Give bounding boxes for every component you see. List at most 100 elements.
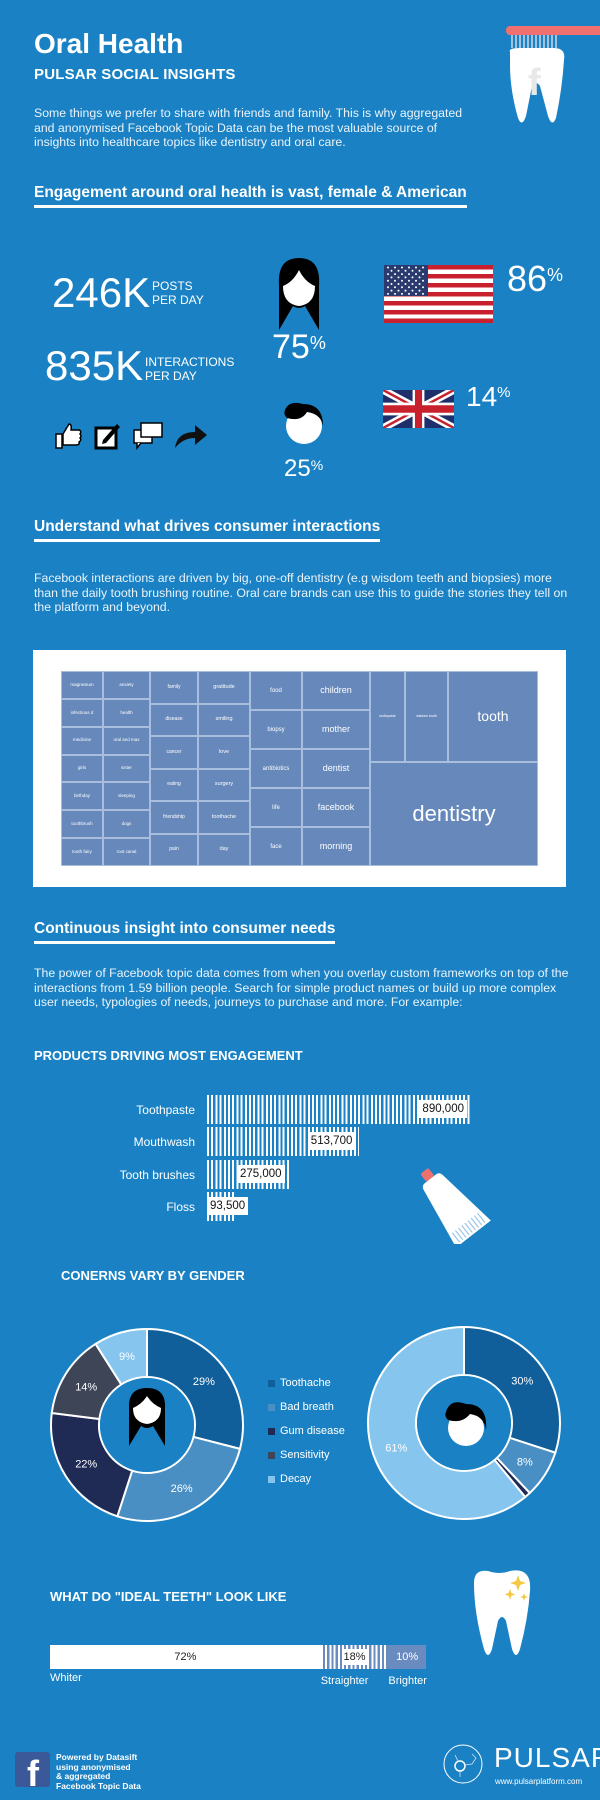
us-flag-icon: [384, 265, 493, 323]
treemap-cells: magnesium infectious d medicine girls birthd…: [61, 671, 538, 866]
treemap-cell: tooth: [448, 671, 538, 762]
uk-percent-value: 14: [466, 381, 498, 412]
donut-value-label: 29%: [193, 1376, 215, 1388]
powered-line-4: Facebook Topic Data: [56, 1780, 141, 1791]
bar-value-label: 275,000: [236, 1165, 285, 1183]
interactions-label-2: PER DAY: [145, 369, 197, 383]
product-bar: 890,000: [207, 1095, 471, 1124]
drivers-text: Facebook interactions are driven by big,…: [34, 571, 568, 615]
section-heading-engagement: Engagement around oral health is vast, f…: [34, 184, 467, 208]
legend-item: Gum disease: [268, 1425, 345, 1437]
treemap-cell: biopsy: [250, 710, 302, 749]
treemap-cell: mother: [302, 710, 370, 749]
donut-slice-decay: [94, 1327, 148, 1386]
powered-line-1: Powered by Datasift: [56, 1752, 138, 1762]
page-subtitle: PULSAR SOCIAL INSIGHTS: [34, 66, 236, 83]
section-heading-needs: Continuous insight into consumer needs: [34, 920, 336, 944]
pulsar-logo-icon: [443, 1744, 483, 1784]
female-icon: [278, 258, 320, 330]
legend-label: Decay: [280, 1473, 312, 1485]
posts-label: POSTS PER DAY: [152, 279, 204, 307]
segment-value-label: 18%: [341, 1649, 368, 1665]
bar-category-label: Floss: [166, 1200, 195, 1214]
male-percent-value: 25: [284, 455, 311, 482]
treemap-cell: root canal: [103, 838, 150, 866]
comment-icon: [133, 422, 163, 450]
donut-value-label: 26%: [171, 1483, 193, 1495]
like-icon: [55, 423, 82, 449]
treemap-cell: toothbrush: [61, 810, 103, 839]
treemap-cell: facebook: [302, 788, 370, 827]
share-icon: [175, 425, 207, 448]
product-bar: 513,700: [207, 1127, 360, 1156]
male-icon: [284, 402, 323, 444]
donut-value-label: 30%: [511, 1376, 533, 1388]
bar-value-label: 513,700: [307, 1132, 356, 1150]
treemap-cell: morning: [302, 827, 370, 866]
interactions-label-1: INTERACTIONS: [145, 355, 235, 369]
edit-icon: [94, 424, 120, 450]
facebook-logo-icon: f: [15, 1752, 50, 1787]
bar-value-label: 890,000: [419, 1100, 467, 1118]
posts-label-2: PER DAY: [152, 293, 204, 307]
legend-label: Bad breath: [280, 1401, 334, 1413]
tooth-brush-icon: f: [506, 26, 600, 123]
pulsar-url[interactable]: www.pulsarplatform.com: [495, 1777, 583, 1786]
segment-value-label: 72%: [174, 1651, 197, 1663]
ideal-category-label: Brighter: [388, 1675, 427, 1687]
legend-swatch: [268, 1451, 275, 1459]
donut-value-label: 61%: [385, 1442, 407, 1454]
us-percent: 86%: [507, 261, 564, 297]
donut-slice-toothache: [463, 1325, 561, 1454]
treemap-cell: smiling: [198, 703, 250, 736]
posts-label-1: POSTS: [152, 279, 193, 293]
donut-slice-gum-disease: [50, 1411, 134, 1518]
treemap-cell: birthday: [61, 782, 103, 811]
treemap-cell: wisdom tooth: [405, 671, 448, 762]
ideal-segment-brighter: 10%: [388, 1645, 426, 1669]
female-percent: 75%: [272, 330, 326, 364]
posts-value: 246K: [52, 269, 151, 316]
legend-swatch: [268, 1379, 275, 1387]
male-percent: 25%: [284, 452, 323, 486]
us-percent-value: 86: [507, 258, 548, 299]
donut-value-label: 14%: [75, 1381, 97, 1393]
treemap-cell: cancer: [150, 736, 198, 769]
treemap-cell: health: [103, 698, 150, 727]
svg-text:f: f: [528, 62, 541, 104]
ideal-segment-straighter: 18%: [320, 1645, 389, 1669]
concerns-donut-charts: 29% 26% 22% 14% 9% 30% 8% 61%: [50, 1325, 561, 1522]
bar-category-label: Mouthwash: [133, 1135, 195, 1149]
treemap-cell: girls: [61, 754, 103, 783]
page-title: Oral Health: [34, 28, 184, 59]
treemap-cell: toothache: [198, 801, 250, 834]
donut-slice-bad-breath: [116, 1435, 242, 1522]
uk-percent-unit: %: [497, 384, 511, 401]
topic-treemap: magnesium infectious d medicine girls birthd…: [33, 650, 566, 887]
donut-value-label: 8%: [517, 1457, 533, 1469]
treemap-cell: children: [302, 671, 370, 710]
donut-slice-toothache: [146, 1327, 244, 1451]
pulsar-brand: PULSAR: [494, 1742, 600, 1773]
treemap-cell: disease: [150, 703, 198, 736]
donut-value-label: 9%: [119, 1351, 135, 1363]
us-percent-unit: %: [547, 265, 564, 285]
treemap-cell: eating: [150, 768, 198, 801]
female-percent-value: 75: [272, 328, 310, 366]
treemap-cell: food: [250, 671, 302, 710]
needs-text: The power of Facebook topic data comes f…: [34, 966, 569, 1010]
product-bar: 275,000: [207, 1160, 289, 1189]
male-percent-unit: %: [310, 457, 324, 473]
legend-item: Decay: [268, 1473, 311, 1485]
treemap-cell: anxiety: [103, 671, 150, 699]
uk-percent: 14%: [466, 380, 511, 414]
toothpaste-tube-icon: [421, 1168, 491, 1244]
powered-line-2: using anonymised: [56, 1761, 131, 1772]
treemap-cell: gratitude: [198, 671, 250, 704]
treemap-cell: face: [250, 827, 302, 866]
engagement-icons: [55, 422, 207, 450]
treemap-cell: antibiotics: [250, 749, 302, 788]
treemap-cell: oral and max: [103, 726, 150, 755]
legend-label: Sensitivity: [280, 1449, 330, 1461]
